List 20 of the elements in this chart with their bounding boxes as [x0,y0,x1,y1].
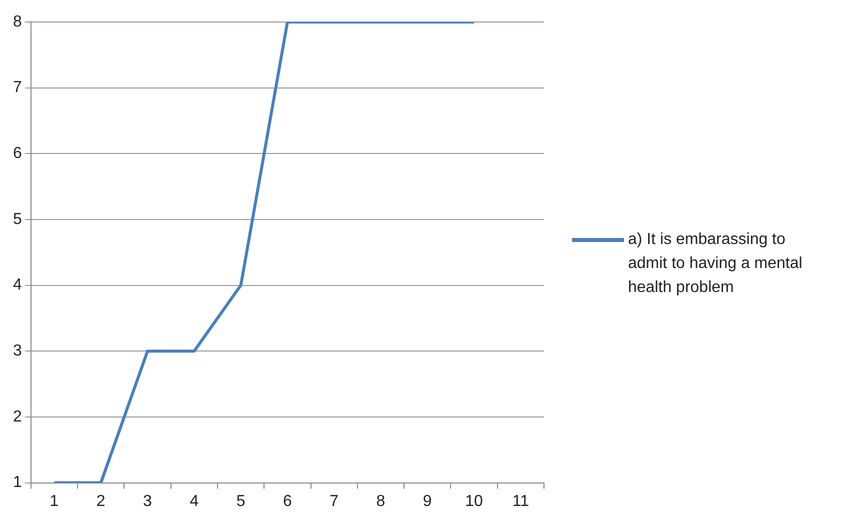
legend-label: a) It is embarassing to admit to having a mental health problem [628,230,804,298]
y-tick-label: 3 [12,342,22,360]
y-tick-label: 4 [12,276,22,294]
y-tick-label: 2 [12,408,22,426]
x-tick-label: 7 [330,492,339,510]
y-tick-label: 5 [12,210,22,228]
y-tick-label: 6 [12,145,22,162]
x-tick-label: 5 [236,492,246,510]
y-tick-label: 8 [12,13,22,30]
x-tick-label: 6 [282,492,292,510]
x-tick-label: 8 [376,492,386,510]
x-tick-label: 1 [50,492,59,510]
x-tick-label: 11 [512,492,530,510]
y-tick-label: 1 [12,474,22,492]
y-tick-label: 7 [12,79,22,96]
x-tick-label: 4 [190,492,199,510]
x-tick-label: 3 [143,492,152,510]
x-tick-label: 9 [422,492,432,510]
x-tick-label: 10 [465,492,484,510]
x-tick-label: 2 [96,492,106,510]
